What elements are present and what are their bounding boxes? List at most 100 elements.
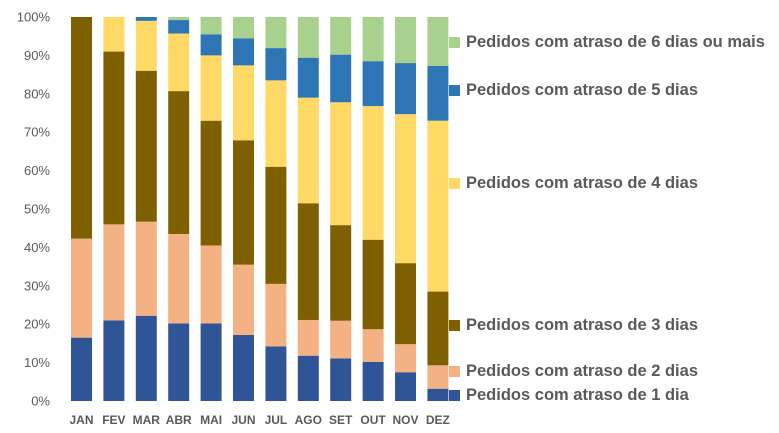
bar-segment-dez-s6	[427, 17, 449, 66]
x-axis: JAN FEV MAR ABR MAI JUN JUL AGO SET OUT NOV DEZ	[69, 413, 449, 427]
legend-label: Pedidos com atraso de 2 dias	[466, 362, 698, 380]
bar-segment-mar-s3	[135, 70, 157, 222]
x-tick-label: MAR	[133, 413, 161, 427]
bar-segment-set-s6	[330, 17, 352, 55]
bar-segment-abr-s6	[168, 17, 190, 21]
bar-segment-jun-s3	[233, 140, 254, 265]
x-tick-label: JUL	[265, 413, 288, 427]
bar-segment-ago-s2	[297, 319, 319, 356]
y-tick-label: 10%	[24, 355, 50, 370]
bar-segment-nov-s6	[395, 17, 416, 64]
bars	[71, 17, 449, 401]
bar-segment-ago-s3	[297, 203, 319, 320]
bar-segment-jun-s4	[233, 65, 254, 141]
x-tick-label: SET	[329, 413, 353, 427]
bar-segment-abr-s5	[168, 20, 190, 34]
bar-segment-abr-s2	[168, 233, 190, 324]
bar-segment-jan-s2	[71, 238, 92, 338]
legend-item: Pedidos com atraso de 1 dia	[449, 386, 689, 405]
bar-segment-jul-s2	[265, 283, 287, 347]
x-tick-label: JUN	[231, 413, 255, 427]
bar-segment-out-s1	[362, 361, 384, 401]
x-tick-label: OUT	[360, 413, 386, 427]
bar-segment-mai-s5	[200, 34, 222, 56]
legend-item: Pedidos com atraso de 4 dias	[449, 174, 698, 193]
bar-segment-mai-s3	[200, 120, 222, 246]
bar-segment-fev-s1	[103, 320, 125, 401]
bar-segment-nov-s2	[395, 344, 416, 373]
bar-segment-jul-s3	[265, 166, 287, 284]
bar-segment-set-s1	[330, 358, 352, 401]
legend-label: Pedidos com atraso de 3 dias	[466, 316, 698, 334]
bar-segment-nov-s3	[395, 263, 416, 345]
x-tick-label: FEV	[102, 413, 125, 427]
bar-segment-mai-s1	[200, 323, 222, 401]
legend-label: Pedidos com atraso de 6 dias ou mais	[466, 33, 765, 51]
legend-item: Pedidos com atraso de 5 dias	[449, 81, 698, 100]
bar-segment-ago-s5	[297, 57, 319, 98]
bar-segment-ago-s6	[297, 17, 319, 58]
y-tick-label: 70%	[24, 125, 50, 140]
x-tick-label: AGO	[295, 413, 322, 427]
bar-segment-dez-s4	[427, 120, 449, 292]
bar-segment-mai-s4	[200, 55, 222, 121]
legend-swatch	[449, 37, 460, 48]
y-tick-label: 100%	[17, 10, 51, 25]
bar-segment-fev-s2	[103, 224, 125, 321]
legend-item: Pedidos com atraso de 2 dias	[449, 362, 698, 381]
legend-label: Pedidos com atraso de 1 dia	[466, 386, 689, 404]
legend-label: Pedidos com atraso de 5 dias	[466, 81, 698, 99]
bar-segment-jan-s1	[71, 337, 92, 401]
bar-segment-set-s4	[330, 102, 352, 226]
y-tick-label: 90%	[24, 48, 50, 63]
x-tick-label: ABR	[166, 413, 192, 427]
y-tick-label: 60%	[24, 163, 50, 178]
legend-swatch	[449, 178, 460, 189]
legend-label: Pedidos com atraso de 4 dias	[466, 174, 698, 192]
bar-segment-abr-s1	[168, 323, 190, 401]
legend-swatch	[449, 85, 460, 96]
bar-segment-ago-s4	[297, 97, 319, 204]
y-tick-label: 30%	[24, 278, 50, 293]
bar-segment-set-s3	[330, 225, 352, 321]
x-tick-label: MAI	[200, 413, 222, 427]
bar-segment-jul-s6	[265, 17, 287, 49]
x-tick-label: NOV	[392, 413, 418, 427]
legend-swatch	[449, 390, 460, 401]
bar-segment-dez-s1	[427, 388, 449, 401]
bar-segment-dez-s2	[427, 365, 449, 389]
bar-segment-out-s3	[362, 239, 384, 330]
bar-segment-nov-s4	[395, 114, 416, 264]
bar-segment-nov-s5	[395, 63, 416, 115]
bar-segment-nov-s1	[395, 372, 416, 401]
bar-segment-out-s6	[362, 17, 384, 62]
legend-swatch	[449, 320, 460, 331]
bar-segment-jun-s6	[233, 17, 254, 39]
bar-segment-mar-s1	[135, 315, 157, 401]
bar-segment-jun-s2	[233, 264, 254, 335]
bar-segment-jul-s4	[265, 80, 287, 167]
legend-swatch	[449, 366, 460, 377]
bar-segment-dez-s3	[427, 291, 449, 366]
x-tick-label: DEZ	[426, 413, 450, 427]
bar-segment-jul-s1	[265, 346, 287, 401]
bar-segment-mar-s5	[135, 17, 157, 21]
bar-segment-mar-s2	[135, 221, 157, 316]
bar-segment-mai-s6	[200, 17, 222, 35]
bar-segment-set-s5	[330, 54, 352, 103]
bar-segment-ago-s1	[297, 355, 319, 401]
bar-segment-out-s2	[362, 329, 384, 362]
y-tick-label: 40%	[24, 240, 50, 255]
bar-segment-out-s5	[362, 61, 384, 107]
bar-segment-fev-s3	[103, 51, 125, 225]
bar-segment-abr-s4	[168, 33, 190, 92]
legend-item: Pedidos com atraso de 6 dias ou mais	[449, 33, 765, 52]
bar-segment-jun-s5	[233, 38, 254, 66]
bar-segment-jul-s5	[265, 48, 287, 81]
bar-segment-mai-s2	[200, 245, 222, 324]
y-tick-label: 0%	[31, 394, 50, 409]
bar-segment-abr-s3	[168, 91, 190, 234]
y-tick-label: 20%	[24, 317, 50, 332]
bar-segment-fev-s4	[103, 17, 125, 52]
